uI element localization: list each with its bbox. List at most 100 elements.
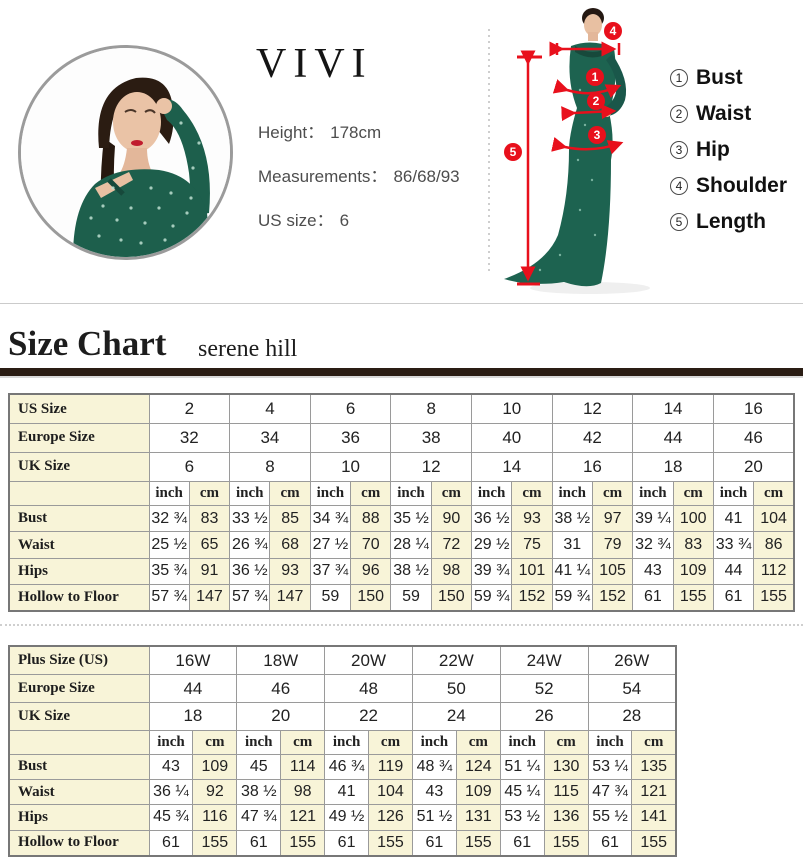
- size-row: US Size 2 4 6 8 10 12 14 16: [8, 393, 795, 425]
- legend-item-hip: 3 Hip: [670, 138, 787, 162]
- inch-value: 44: [712, 557, 755, 585]
- size-value: 18: [632, 451, 714, 482]
- cm-value: 101: [511, 557, 553, 585]
- row-label: Bust: [8, 753, 150, 781]
- inch-value: 43: [632, 557, 674, 585]
- cm-value: 152: [591, 583, 634, 612]
- cm-value: 119: [368, 753, 413, 781]
- inch-value: 49 ½: [324, 804, 370, 831]
- legend-num-circle: 1: [670, 69, 688, 87]
- cm-value: 155: [631, 829, 677, 857]
- inch-value: 33 ½: [229, 505, 271, 533]
- cm-value: 126: [368, 804, 413, 831]
- measure-row: Hips 45 ¾ 116 47 ¾ 121 49 ½ 126 51 ½ 131 53 ½ 136 5…: [8, 804, 677, 831]
- size-value: 18W: [236, 645, 326, 676]
- inch-value: 34 ¾: [309, 505, 352, 533]
- inch-value: 36 ¼: [148, 779, 194, 806]
- size-value: 42: [551, 423, 634, 453]
- cm-value: 112: [753, 557, 795, 585]
- inch-value: 39 ¼: [632, 505, 674, 533]
- unit-inch-label: inch: [551, 480, 593, 507]
- marker-waist: 2: [587, 92, 605, 110]
- inch-value: 27 ½: [309, 531, 352, 559]
- spec-measurements: Measurements： 86/68/93: [258, 162, 460, 187]
- unit-cm-label: cm: [280, 729, 326, 755]
- size-row: UK Size 18 20 22 24 26 28: [8, 701, 677, 731]
- marker-hip: 3: [588, 126, 606, 144]
- size-row: Europe Size 32 34 36 38 40 42 44 46: [8, 423, 795, 453]
- row-label: Hollow to Floor: [8, 583, 150, 612]
- cm-value: 150: [350, 583, 392, 612]
- inch-value: 51 ¼: [499, 753, 545, 781]
- cm-value: 136: [543, 804, 589, 831]
- spec-measurements-label: Measurements：: [258, 167, 388, 186]
- measure-row: Hollow to Floor 57 ¾ 147 57 ¾ 147 59 150 59 150 5…: [8, 583, 795, 612]
- size-value: 48: [324, 674, 413, 703]
- legend-label: Length: [696, 210, 766, 233]
- cm-value: 98: [430, 557, 473, 585]
- cm-value: 121: [280, 804, 326, 831]
- row-label: Bust: [8, 505, 150, 533]
- legend-num-circle: 4: [670, 177, 688, 195]
- inch-value: 55 ½: [587, 804, 633, 831]
- size-value: 24W: [499, 645, 589, 676]
- cm-value: 93: [269, 557, 311, 585]
- inch-value: 45 ¼: [499, 779, 545, 806]
- top-divider-line: [0, 303, 803, 304]
- table-separator-dotted-line: [0, 624, 803, 626]
- row-label-empty: [8, 480, 150, 507]
- cm-value: 86: [753, 531, 795, 559]
- row-label: Europe Size: [8, 674, 150, 703]
- inch-value: 36 ½: [470, 505, 513, 533]
- size-value: 8: [229, 451, 311, 482]
- marker-length: 5: [504, 143, 522, 161]
- inch-value: 31: [551, 531, 593, 559]
- row-label: Waist: [8, 531, 150, 559]
- inch-value: 57 ¾: [229, 583, 271, 612]
- cm-value: 88: [350, 505, 392, 533]
- cm-value: 155: [753, 583, 795, 612]
- marker-shoulder: 4: [604, 22, 622, 40]
- unit-header-row: inch cm inch cm inch cm inch cm inch cm inch cm: [8, 729, 677, 755]
- inch-value: 38 ½: [551, 505, 593, 533]
- model-portrait-illustration: [21, 48, 230, 257]
- size-value: 14: [471, 451, 553, 482]
- legend-label: Hip: [696, 138, 730, 161]
- size-value: 46: [712, 423, 795, 453]
- unit-inch-label: inch: [411, 729, 457, 755]
- unit-inch-label: inch: [148, 729, 194, 755]
- cm-value: 98: [280, 779, 326, 806]
- cm-value: 155: [280, 829, 326, 857]
- unit-cm-label: cm: [350, 480, 392, 507]
- size-value: 22: [324, 701, 413, 731]
- legend-label: Bust: [696, 66, 743, 89]
- inch-value: 32 ¾: [148, 505, 190, 533]
- row-label: Hollow to Floor: [8, 829, 150, 857]
- brand-title: VIVI: [256, 41, 373, 87]
- inch-value: 61: [712, 583, 755, 612]
- inch-value: 48 ¾: [411, 753, 457, 781]
- inch-value: 57 ¾: [148, 583, 190, 612]
- inch-value: 25 ½: [148, 531, 190, 559]
- heading-underline-bar: [0, 368, 803, 378]
- row-label-empty: [8, 729, 150, 755]
- row-label: Hips: [8, 557, 150, 585]
- row-label: Europe Size: [8, 423, 150, 453]
- legend-label: Waist: [696, 102, 752, 125]
- unit-inch-label: inch: [587, 729, 633, 755]
- cm-value: 131: [455, 804, 501, 831]
- size-value: 12: [390, 451, 472, 482]
- measurement-figure: 1 2 3 4 5: [440, 0, 740, 300]
- cm-value: 83: [672, 531, 714, 559]
- measurement-legend: 1 Bust 2 Waist 3 Hip 4 Shoulder 5 Length: [670, 66, 787, 246]
- cm-value: 83: [188, 505, 231, 533]
- cm-value: 72: [430, 531, 473, 559]
- row-label: UK Size: [8, 701, 150, 731]
- size-value: 10: [309, 451, 392, 482]
- cm-value: 100: [672, 505, 714, 533]
- size-value: 20: [236, 701, 326, 731]
- row-label: Hips: [8, 804, 150, 831]
- inch-value: 59: [309, 583, 352, 612]
- unit-cm-label: cm: [192, 729, 238, 755]
- inch-value: 59 ¾: [470, 583, 513, 612]
